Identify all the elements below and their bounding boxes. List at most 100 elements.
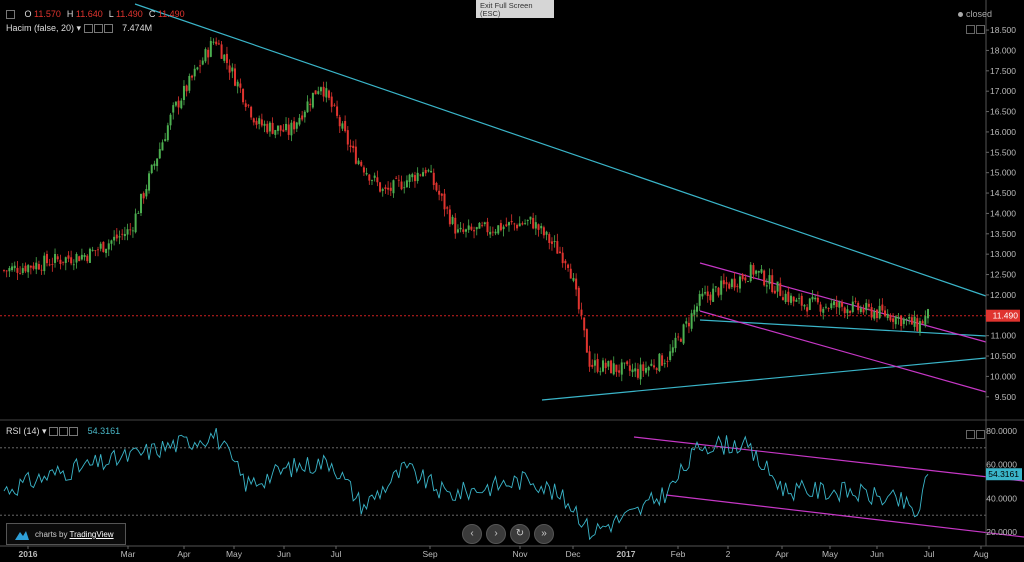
candle-body [690,313,693,329]
candle-body [462,229,465,232]
candle-body [403,187,406,189]
maximize-icon[interactable] [966,430,975,439]
candle-body [669,351,672,360]
candle-body [580,309,583,316]
branding-link[interactable]: TradingView [69,530,114,539]
candle-body [674,337,677,349]
tradingview-branding[interactable]: charts by TradingView [6,523,126,545]
collapse-icon[interactable] [6,10,15,20]
market-status-label: closed [966,9,993,19]
candle-body [918,321,921,333]
time-tick-label: May [822,549,839,559]
candle-body [411,174,414,178]
candle-body [314,90,317,95]
candle-body [862,308,865,313]
pane-close-icon[interactable] [976,25,985,34]
pane-controls[interactable] [966,21,986,34]
candle-body [666,361,669,362]
candle-body [671,347,674,353]
candle-body [913,316,916,327]
candle-body [212,41,215,43]
maximize-icon[interactable] [966,25,975,34]
candle-body [763,270,766,286]
rsi-legend[interactable]: RSI (14) ▾ 54.3161 [6,426,120,437]
candle-body [142,193,145,199]
candle-body [236,81,239,87]
rsi-pane-controls[interactable] [966,426,986,439]
eye-icon[interactable] [49,427,59,437]
candle-body [209,40,212,57]
candle-body [164,139,167,142]
scroll-right-button[interactable]: › [486,524,506,544]
candle-body [94,250,97,252]
candle-body [757,271,760,273]
candle-body [196,67,199,70]
ohlc-key: C [148,9,156,19]
close-icon[interactable] [69,427,79,437]
candle-body [776,281,779,292]
candle-body [601,360,604,372]
candle-body [252,118,255,123]
candle-body [303,111,306,118]
candle-body [384,187,387,190]
chevron-down-icon[interactable]: ▾ [42,426,47,436]
price-tick-label: 16.000 [990,127,1016,137]
candle-body [599,371,602,373]
candle-body [811,296,814,300]
candle-body [234,68,236,86]
candle-body [607,361,610,367]
candle-body [779,283,782,296]
candle-body [768,275,771,285]
close-icon[interactable] [103,24,113,34]
exit-fullscreen-button[interactable]: Exit Full Screen (ESC) [476,0,554,18]
gear-icon[interactable] [59,427,69,437]
candle-body [368,174,371,181]
candle-body [113,236,116,241]
candle-body [693,309,696,315]
candle-body [362,167,365,173]
candle-body [875,309,878,319]
candle-body [628,365,631,371]
price-tick-label: 13.000 [990,249,1016,259]
tradingview-logo-icon [15,531,29,540]
price-tick-label: 18.500 [990,25,1016,35]
candle-body [588,351,591,367]
volume-legend[interactable]: Hacim (false, 20) ▾ 7.474M [6,23,152,34]
chevron-down-icon[interactable]: ▾ [76,23,82,33]
candle-body [217,43,220,45]
candle-body [687,322,690,327]
candle-body [615,364,618,372]
candle-body [258,118,261,124]
candle-body [698,294,701,306]
eye-icon[interactable] [83,24,93,34]
candle-body [21,268,24,273]
price-tick-label: 14.500 [990,188,1016,198]
candle-body [255,120,258,125]
candle-body [223,54,226,61]
reset-button[interactable]: ↻ [510,524,530,544]
candle-body [276,125,279,131]
candle-body [567,264,570,268]
pane-close-icon[interactable] [976,430,985,439]
candle-body [717,287,720,296]
candle-body [328,90,331,98]
candle-body [526,220,529,221]
candle-body [97,249,100,251]
time-tick-label: Jul [331,549,342,559]
candle-body [360,161,363,166]
candle-body [88,248,91,263]
candle-body [467,225,470,230]
go-end-button[interactable]: » [534,524,554,544]
scroll-left-button[interactable]: ‹ [462,524,482,544]
candle-body [86,255,89,262]
ohlc-value: 11.570 [31,9,61,19]
gear-icon[interactable] [93,24,103,34]
candle-body [443,193,446,210]
time-tick-label: Dec [565,549,581,559]
candle-body [199,65,202,67]
candle-body [330,96,333,107]
candle-body [790,295,793,303]
candle-body [507,222,510,226]
